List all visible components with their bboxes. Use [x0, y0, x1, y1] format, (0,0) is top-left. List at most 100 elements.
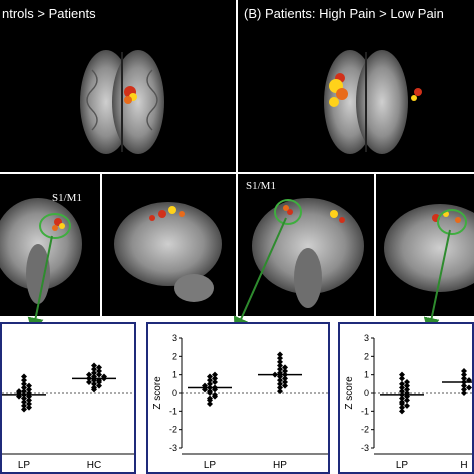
y-tick-label: 1	[364, 370, 369, 380]
data-point	[399, 380, 405, 387]
y-tick-label: -2	[361, 425, 369, 435]
data-point	[21, 384, 27, 391]
data-point	[277, 388, 283, 395]
data-point	[91, 380, 97, 387]
plot-box-c: 3 2 1 0 -1 -2 -3 Z score LP H	[338, 322, 474, 474]
data-point	[282, 382, 288, 389]
data-point	[282, 368, 288, 374]
axial-brain-image-a	[80, 50, 164, 154]
y-tick-label: 2	[172, 351, 177, 361]
panel-a-sagittal	[102, 174, 236, 316]
data-point	[277, 366, 283, 373]
data-point	[26, 404, 32, 411]
coronal-brain-image-a	[0, 198, 82, 304]
data-point	[207, 377, 213, 384]
y-tick-label: 3	[172, 333, 177, 343]
data-point	[212, 375, 218, 382]
data-point	[399, 384, 405, 391]
data-point	[277, 351, 283, 358]
data-point	[16, 393, 22, 400]
data-point	[461, 390, 467, 396]
roi-label-left: S1/M1	[52, 192, 82, 204]
y-tick-label: -2	[169, 425, 177, 435]
data-point	[21, 402, 27, 409]
scatter-plot-c: 3 2 1 0 -1 -2 -3 Z score LP H	[344, 333, 472, 471]
data-point	[21, 373, 27, 380]
data-point	[399, 388, 405, 395]
y-tick-label: 1	[172, 370, 177, 380]
data-point	[399, 395, 405, 402]
data-point	[212, 391, 218, 398]
data-point	[26, 382, 32, 389]
data-point	[91, 362, 97, 369]
panel-b-axial: (B) Patients: High Pain > Low Pain	[238, 0, 474, 172]
data-point	[461, 382, 467, 389]
data-point	[282, 379, 288, 385]
data-point	[466, 384, 472, 391]
axial-brain-image-b	[324, 50, 422, 154]
data-point	[96, 377, 102, 384]
data-point	[282, 364, 288, 371]
data-point	[91, 369, 97, 376]
coronal-brain-image-b	[252, 198, 364, 308]
data-point	[96, 382, 102, 389]
y-axis-label: Z score	[152, 376, 163, 410]
data-point	[461, 368, 467, 374]
data-point	[212, 379, 218, 385]
data-point	[91, 377, 97, 384]
data-point	[21, 395, 27, 402]
data-point	[277, 362, 283, 369]
roi-label-right: S1/M1	[246, 180, 276, 192]
data-point	[26, 401, 32, 407]
x-tick-label: H	[460, 460, 467, 471]
plot-box-b: 3 2 1 0 -1 -2 -3 Z score LP HP	[146, 322, 330, 474]
x-tick-label: LP	[18, 460, 31, 471]
data-point	[461, 386, 467, 393]
panel-b-coronal: S1/M1	[238, 174, 374, 316]
data-point	[277, 377, 283, 384]
data-point	[91, 366, 97, 373]
data-point	[21, 377, 27, 384]
data-point	[21, 388, 27, 395]
data-point	[404, 379, 410, 385]
data-point	[277, 384, 283, 391]
data-point	[16, 388, 22, 395]
data-point	[96, 368, 102, 374]
data-point	[21, 406, 27, 413]
data-point	[399, 399, 405, 406]
y-tick-label: -3	[361, 443, 369, 453]
x-tick-label: HP	[273, 460, 287, 471]
panel-b-title: (B) Patients: High Pain > Low Pain	[244, 6, 444, 21]
data-point	[207, 388, 213, 395]
data-point	[26, 393, 32, 400]
data-point	[26, 386, 32, 393]
x-tick-label: HC	[87, 460, 101, 471]
data-point	[212, 371, 218, 378]
data-point	[399, 375, 405, 382]
data-point	[282, 375, 288, 382]
y-tick-label: -1	[361, 406, 369, 416]
data-point	[277, 355, 283, 362]
data-point	[404, 397, 410, 404]
data-point	[21, 399, 27, 406]
data-point	[86, 379, 92, 385]
data-point	[21, 380, 27, 387]
data-point	[399, 371, 405, 378]
panel-b-sagittal	[376, 174, 474, 316]
data-point	[207, 395, 213, 402]
data-point	[91, 384, 97, 391]
data-point	[461, 371, 467, 378]
data-point	[461, 375, 467, 382]
sagittal-brain-image-b	[384, 204, 474, 292]
panel-a-title: ntrols > Patients	[2, 6, 96, 21]
y-tick-label: 3	[364, 333, 369, 343]
y-tick-label: 0	[364, 388, 369, 398]
data-point	[207, 373, 213, 380]
data-point	[96, 371, 102, 378]
data-point	[399, 404, 405, 411]
data-point	[96, 364, 102, 371]
y-tick-label: -1	[169, 406, 177, 416]
data-point	[404, 386, 410, 393]
data-point	[207, 401, 213, 407]
panel-a-coronal: S1/M1	[0, 174, 100, 316]
